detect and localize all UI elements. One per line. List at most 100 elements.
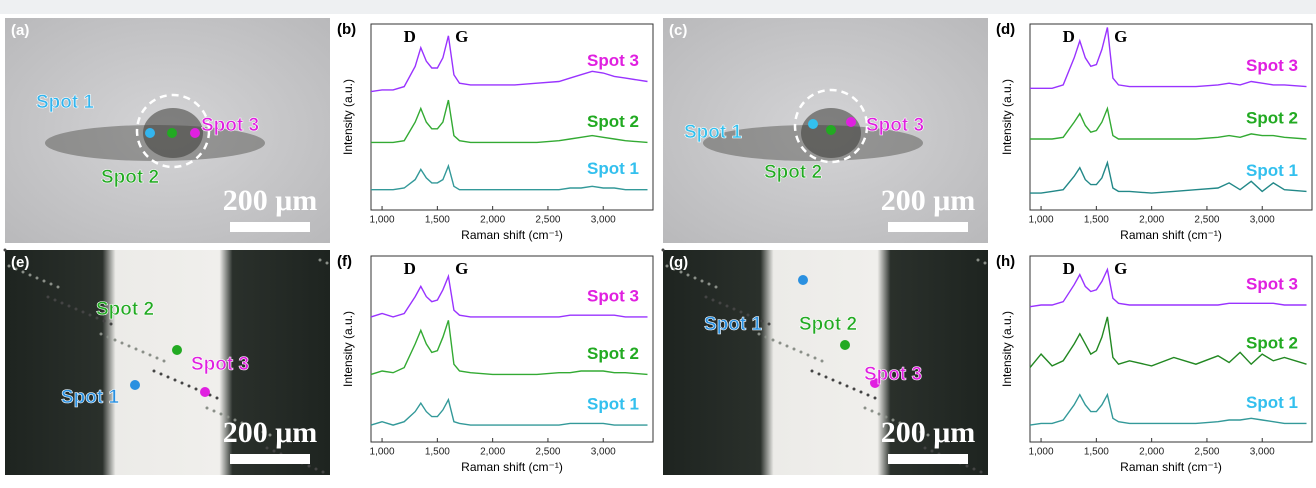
top-strip xyxy=(0,0,1316,14)
series-label: Spot 1 xyxy=(1246,393,1298,412)
peak-label: D xyxy=(1063,259,1075,278)
peak-label: D xyxy=(404,259,416,278)
speck xyxy=(174,379,177,382)
series-label: Spot 3 xyxy=(1246,275,1298,294)
speck xyxy=(160,373,163,376)
x-tick-label: 1,000 xyxy=(1029,447,1054,458)
x-tick-label: 3,000 xyxy=(1250,215,1275,226)
x-tick-label: 2,500 xyxy=(535,215,560,226)
spot-label: Spot 2 xyxy=(96,299,154,320)
panel-label: (a) xyxy=(11,22,29,39)
speck xyxy=(853,388,856,391)
speck xyxy=(135,348,138,351)
x-tick-label: 3,000 xyxy=(591,447,616,458)
speck xyxy=(308,465,311,468)
y-axis-label: Intensity (a.u.) xyxy=(1000,79,1014,155)
speck xyxy=(779,342,782,345)
speck xyxy=(188,385,191,388)
speck xyxy=(47,296,50,299)
speck xyxy=(793,348,796,351)
series-label: Spot 2 xyxy=(1246,334,1298,353)
speck xyxy=(100,333,103,336)
speck xyxy=(874,397,877,400)
speck xyxy=(4,249,7,252)
spot-dot xyxy=(798,275,808,285)
x-tick-label: 1,500 xyxy=(425,215,450,226)
peak-label: G xyxy=(455,259,468,278)
speck xyxy=(726,305,729,308)
speck xyxy=(712,299,715,302)
speck xyxy=(719,302,722,305)
speck xyxy=(687,274,690,277)
series-label: Spot 1 xyxy=(587,395,639,414)
spot-label: Spot 2 xyxy=(101,167,159,188)
peak-label: D xyxy=(1063,27,1075,46)
speck xyxy=(142,351,145,354)
panel-label: (e) xyxy=(11,254,29,271)
speck xyxy=(167,376,170,379)
speck xyxy=(57,286,60,289)
spot-label: Spot 2 xyxy=(764,162,822,183)
spot-dot xyxy=(130,380,140,390)
speck xyxy=(701,280,704,283)
series-label: Spot 1 xyxy=(1246,161,1298,180)
panel-label: (f) xyxy=(337,253,352,270)
series-label: Spot 1 xyxy=(587,159,639,178)
spot-dot xyxy=(826,125,836,135)
scale-text: 200 μm xyxy=(881,184,976,217)
scale-text: 200 μm xyxy=(223,416,318,449)
spot-dot xyxy=(145,128,155,138)
speck xyxy=(980,471,983,474)
speck xyxy=(931,450,934,453)
speck xyxy=(50,283,53,286)
spot-label: Spot 1 xyxy=(36,92,94,113)
scale-bar xyxy=(230,454,310,464)
speck xyxy=(89,314,92,317)
x-tick-label: 1,500 xyxy=(1084,447,1109,458)
speck xyxy=(977,259,980,262)
speck xyxy=(156,357,159,360)
speck xyxy=(864,407,867,410)
spot-label: Spot 1 xyxy=(704,314,762,335)
speck xyxy=(984,262,987,265)
spot-label: Spot 3 xyxy=(864,364,922,385)
x-tick-label: 2,500 xyxy=(1194,447,1219,458)
speck xyxy=(121,342,124,345)
speck xyxy=(114,339,117,342)
x-tick-label: 2,000 xyxy=(1139,447,1164,458)
speck xyxy=(153,370,156,373)
speck xyxy=(846,385,849,388)
speck xyxy=(322,471,325,474)
spot-dot xyxy=(840,340,850,350)
speck xyxy=(814,357,817,360)
spot-dot xyxy=(808,119,818,129)
speck xyxy=(213,410,216,413)
speck xyxy=(36,277,39,280)
panel-label: (g) xyxy=(669,254,688,271)
speck xyxy=(128,345,131,348)
y-axis-label: Intensity (a.u.) xyxy=(341,79,355,155)
speck xyxy=(82,311,85,314)
speck xyxy=(29,274,32,277)
x-tick-label: 1,000 xyxy=(370,447,395,458)
spot-label: Spot 3 xyxy=(201,115,259,136)
speck xyxy=(273,450,276,453)
figure: Spot 1 Spot 2 Spot 3 200 μm (a) Spot 1 Spot 2 S… xyxy=(0,0,1316,488)
speck xyxy=(54,299,57,302)
panel-label: (d) xyxy=(996,21,1015,38)
spot-dot xyxy=(190,128,200,138)
peak-label: G xyxy=(455,27,468,46)
speck xyxy=(832,379,835,382)
speck xyxy=(973,468,976,471)
x-tick-label: 2,000 xyxy=(480,447,505,458)
speck xyxy=(326,262,329,265)
speck xyxy=(107,336,110,339)
x-tick-label: 1,000 xyxy=(1029,215,1054,226)
speck xyxy=(110,323,113,326)
speck xyxy=(216,397,219,400)
scale-text: 200 μm xyxy=(881,416,976,449)
peak-label: G xyxy=(1114,259,1127,278)
